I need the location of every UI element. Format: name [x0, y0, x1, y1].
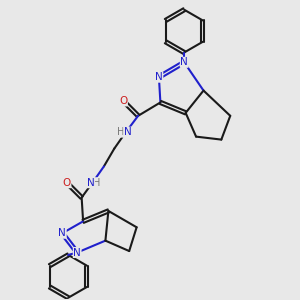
Text: O: O [119, 96, 128, 106]
Text: N: N [58, 228, 66, 238]
Text: N: N [155, 72, 163, 82]
Text: N: N [73, 248, 81, 257]
Text: N: N [124, 127, 132, 137]
Text: O: O [63, 178, 71, 188]
Text: H: H [118, 127, 125, 137]
Text: N: N [180, 57, 188, 67]
Text: N: N [87, 178, 94, 188]
Text: H: H [93, 178, 101, 188]
